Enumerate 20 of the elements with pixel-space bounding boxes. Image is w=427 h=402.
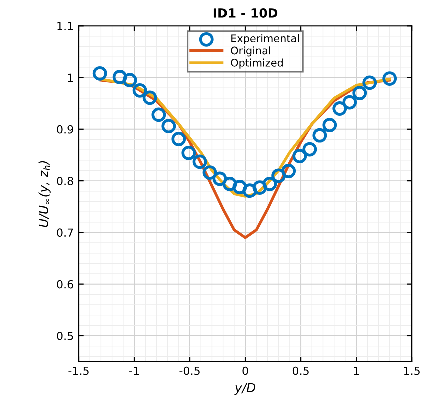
y-tick-label: 1 <box>68 74 74 82</box>
x-tick-label: 0 <box>242 366 248 376</box>
x-tick-label: 1.5 <box>404 367 420 376</box>
x-tick-label: 1 <box>354 367 360 376</box>
legend-label: Experimental <box>232 34 300 45</box>
x-tick-label: -0.5 <box>180 366 200 376</box>
y-axis-title: U/U$_{∞}$(y, z$_{h}$) <box>38 161 51 228</box>
x-tick-label: -1 <box>130 367 140 376</box>
y-tick-label: 0.5 <box>57 332 74 340</box>
x-axis-title: y/D <box>234 383 256 396</box>
y-tick-label: 0.9 <box>57 125 74 134</box>
legend-label: Original <box>231 46 270 57</box>
chart-title: ID1 - 10D <box>214 8 278 18</box>
legend-label: Optimized <box>231 58 283 69</box>
y-tick-label: 0.8 <box>57 177 74 186</box>
y-tick-label: 0.6 <box>57 280 74 289</box>
y-tick-label: 1.1 <box>58 22 74 30</box>
x-tick-label: 0.5 <box>292 366 309 376</box>
x-tick-label: -1.5 <box>68 367 89 376</box>
y-tick-label: 0.7 <box>57 228 74 238</box>
